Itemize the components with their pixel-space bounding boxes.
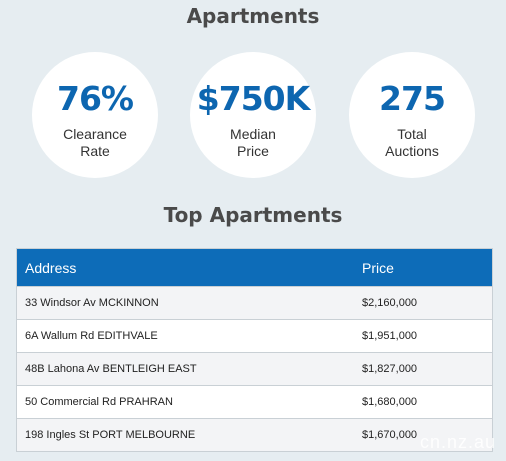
stat-label-line: Median xyxy=(230,126,276,142)
total-auctions-stat: 275 Total Auctions xyxy=(349,52,475,178)
clearance-rate-value: 76% xyxy=(57,79,134,118)
table-row: 33 Windsor Av MCKINNON $2,160,000 xyxy=(17,286,492,319)
address-cell: 6A Wallum Rd EDITHVALE xyxy=(25,330,158,342)
address-column-header: Address xyxy=(25,260,77,276)
stat-label-line: Clearance xyxy=(63,126,127,142)
stat-label-line: Total xyxy=(397,126,427,142)
stat-label-line: Auctions xyxy=(385,143,439,159)
total-auctions-label: Total Auctions xyxy=(349,126,475,160)
table-row: 6A Wallum Rd EDITHVALE $1,951,000 xyxy=(17,319,492,352)
price-cell: $1,827,000 xyxy=(362,363,418,375)
address-cell: 48B Lahona Av BENTLEIGH EAST xyxy=(25,363,197,375)
median-price-value: $750K xyxy=(196,79,310,118)
watermark: cn.nz.au xyxy=(419,432,496,452)
clearance-rate-label: Clearance Rate xyxy=(32,126,158,160)
total-auctions-value: 275 xyxy=(379,79,446,118)
table-header: Address Price xyxy=(17,249,492,286)
median-price-stat: $750K Median Price xyxy=(190,52,316,178)
table-row: 48B Lahona Av BENTLEIGH EAST $1,827,000 xyxy=(17,352,492,385)
clearance-rate-stat: 76% Clearance Rate xyxy=(32,52,158,178)
table-row: 198 Ingles St PORT MELBOURNE $1,670,000 xyxy=(17,418,492,451)
table-body: 33 Windsor Av MCKINNON $2,160,000 6A Wal… xyxy=(17,286,492,451)
top-apartments-title: Top Apartments xyxy=(163,203,343,227)
median-price-label: Median Price xyxy=(190,126,316,160)
stat-label-line: Price xyxy=(237,143,269,159)
price-cell: $1,680,000 xyxy=(362,396,418,408)
address-cell: 198 Ingles St PORT MELBOURNE xyxy=(25,429,196,441)
stat-label-line: Rate xyxy=(80,143,110,159)
price-cell: $2,160,000 xyxy=(362,297,418,309)
price-cell: $1,670,000 xyxy=(362,429,418,441)
price-cell: $1,951,000 xyxy=(362,330,418,342)
address-cell: 33 Windsor Av MCKINNON xyxy=(25,297,159,309)
table-row: 50 Commercial Rd PRAHRAN $1,680,000 xyxy=(17,385,492,418)
top-apartments-table: Address Price 33 Windsor Av MCKINNON $2,… xyxy=(16,248,493,452)
price-column-header: Price xyxy=(362,260,394,276)
page-title: Apartments xyxy=(186,4,320,28)
address-cell: 50 Commercial Rd PRAHRAN xyxy=(25,396,173,408)
